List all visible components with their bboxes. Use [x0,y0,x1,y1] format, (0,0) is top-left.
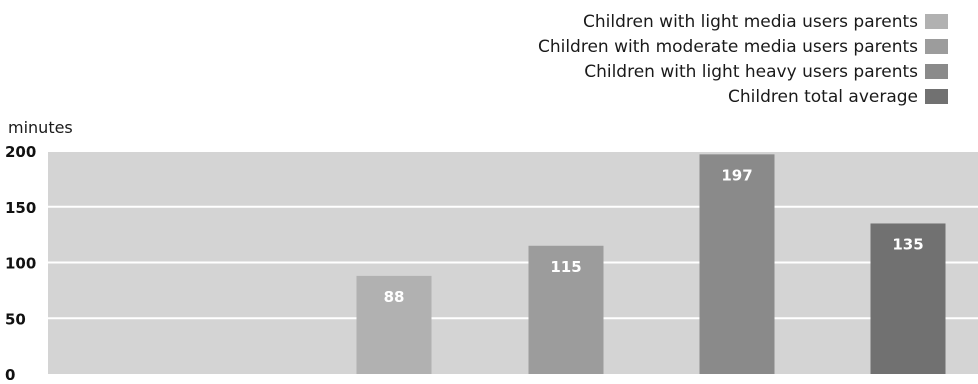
legend-item-light: Children with light media users parents [538,9,948,34]
y-tick-label: 200 [5,143,36,161]
legend: Children with light media users parents … [538,9,948,109]
legend-swatch [925,89,948,104]
legend-swatch [925,39,948,54]
bar [356,275,432,374]
legend-item-heavy: Children with light heavy users parents [538,59,948,84]
legend-label: Children with moderate media users paren… [537,36,918,57]
y-tick-label: 150 [5,199,36,217]
y-tick-label: 0 [5,366,15,384]
legend-label: Children total average [727,86,918,107]
legend-item-moderate: Children with moderate media users paren… [538,34,948,59]
bar [870,223,946,374]
bar [528,245,604,374]
legend-swatch [925,64,948,79]
data-label: 135 [892,235,923,253]
y-axis-label: minutes [8,118,73,137]
data-label: 197 [721,166,752,184]
data-label: 88 [384,288,405,306]
legend-label: Children with light heavy users parents [584,61,918,82]
bar [699,154,775,374]
data-label: 115 [550,258,581,276]
y-tick-label: 100 [5,255,36,273]
legend-swatch [925,14,948,29]
legend-item-total: Children total average [538,84,948,109]
y-tick-label: 50 [5,310,26,328]
legend-label: Children with light media users parents [583,11,918,32]
